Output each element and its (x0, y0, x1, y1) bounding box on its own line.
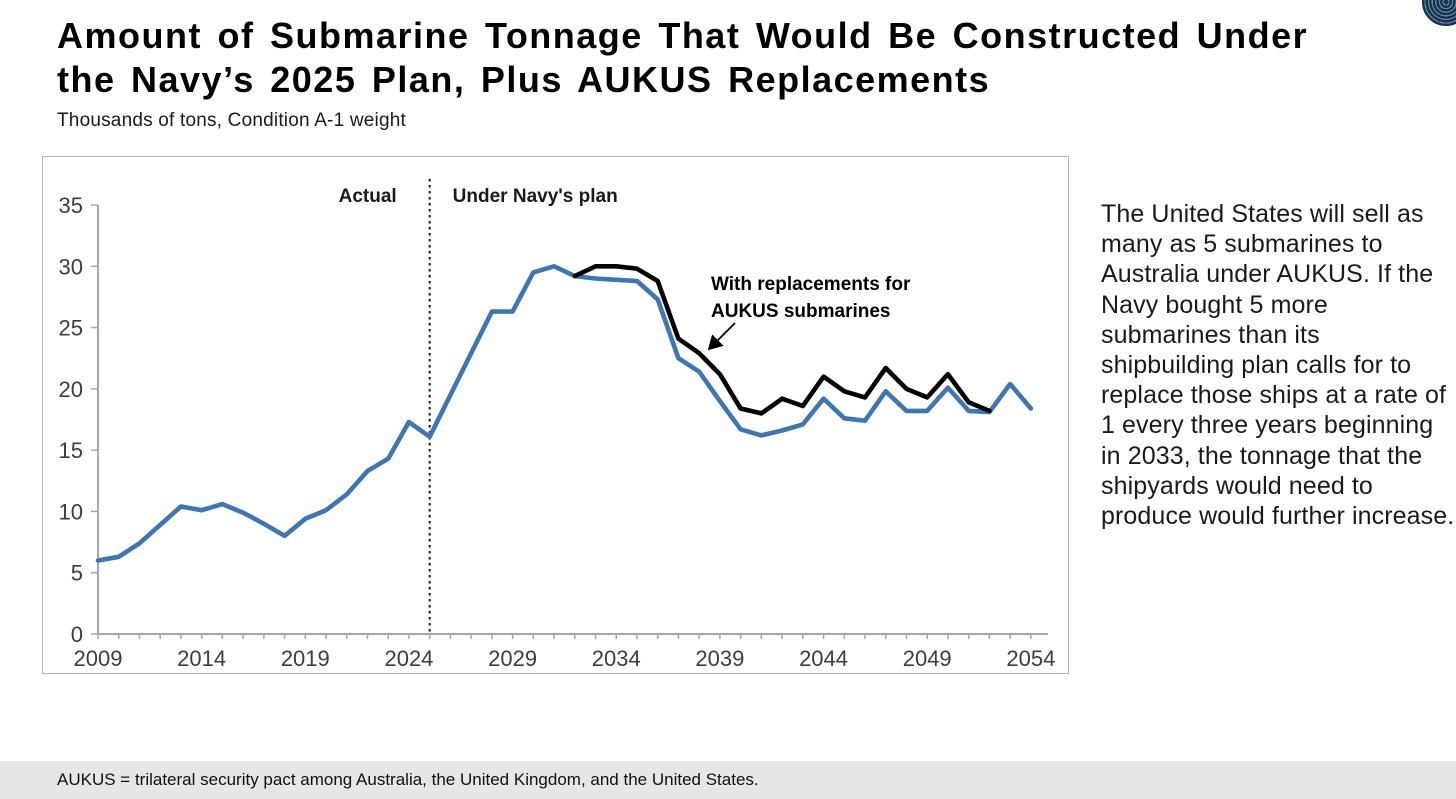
cbo-logo-icon (1422, 0, 1456, 26)
chart-subtitle: Thousands of tons, Condition A-1 weight (57, 110, 406, 131)
region-label-plan: Under Navy's plan (453, 186, 618, 207)
y-tick-label: 10 (59, 499, 83, 524)
x-tick-label: 2009 (74, 646, 123, 671)
x-tick-label: 2034 (592, 646, 641, 671)
footer-bar: AUKUS = trilateral security pact among A… (0, 761, 1456, 799)
annotation-arrow-icon (707, 322, 736, 351)
page-title-line1: Amount of Submarine Tonnage That Would B… (57, 15, 1309, 56)
x-tick-label: 2049 (903, 646, 952, 671)
x-tick-label: 2024 (384, 646, 433, 671)
page-title-line2: the Navy’s 2025 Plan, Plus AUKUS Replace… (57, 59, 991, 100)
y-tick-label: 30 (59, 254, 83, 279)
x-tick-label: 2044 (799, 646, 848, 671)
tonnage-line-chart: 0 5 10 15 20 25 30 35 2009 2014 2019 2024 2029 2034 20… (59, 179, 1055, 671)
x-tick-label: 2054 (1006, 646, 1055, 671)
navy-plan-line (95, 264, 1034, 563)
aukus-replacements-line (572, 264, 992, 416)
annotation-line1: With replacements for (711, 274, 911, 295)
footnote-aukus: AUKUS = trilateral security pact among A… (57, 770, 759, 789)
callout-paragraph: The United States will sell as many as 5… (1101, 200, 1455, 531)
y-tick-label: 0 (71, 622, 83, 647)
x-tick-label: 2019 (281, 646, 330, 671)
annotation-line2: AUKUS submarines (711, 301, 891, 322)
region-label-actual: Actual (339, 186, 397, 207)
x-tick-label: 2029 (488, 646, 537, 671)
line-chart-panel: 0 5 10 15 20 25 30 35 2009 2014 2019 2024 2029 2034 20… (42, 156, 1069, 674)
x-tick-label: 2039 (695, 646, 744, 671)
y-tick-label: 20 (59, 377, 83, 402)
y-tick-label: 35 (59, 193, 83, 218)
y-tick-label: 5 (71, 561, 83, 586)
page-title: Amount of Submarine Tonnage That Would B… (57, 14, 1417, 102)
y-tick-label: 15 (59, 438, 83, 463)
x-tick-label: 2014 (177, 646, 226, 671)
y-tick-label: 25 (59, 316, 83, 341)
chart-header: Amount of Submarine Tonnage That Would B… (57, 14, 1417, 132)
